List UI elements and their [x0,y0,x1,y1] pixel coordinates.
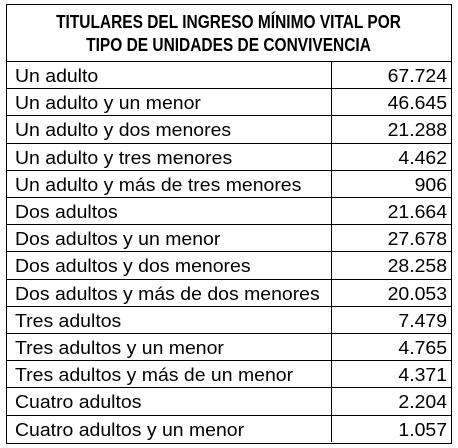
row-label: Dos adultos y más de dos menores [15,283,320,304]
row-label: Tres adultos y más de un menor [15,365,294,386]
table-header: TITULARES DEL INGRESO MÍNIMO VITAL POR T… [7,5,451,62]
row-label: Dos adultos y un menor [15,229,221,250]
row-value: 28.258 [387,256,447,277]
row-value: 4.462 [398,147,447,168]
row-value: 67.724 [387,66,447,86]
row-value: 27.678 [387,229,447,250]
table-row: Tres adultos y más de un menor 4.371 [7,361,451,389]
label-cell: Dos adultos y un menor [7,225,332,252]
value-cell: 4.765 [332,334,451,360]
value-cell: 28.258 [332,252,451,278]
row-value: 21.288 [387,120,447,141]
row-value: 4.765 [398,338,447,358]
row-label: Dos adultos [15,202,118,222]
title-text: TITULARES DEL INGRESO MÍNIMO VITAL POR [56,12,402,32]
table-row: Dos adultos y un menor 27.678 [7,225,451,253]
value-cell: 1.057 [332,416,451,442]
row-label: Un adulto y un menor [15,93,201,114]
label-cell: Un adulto [7,62,332,89]
label-cell: Cuatro adultos [7,388,332,415]
label-cell: Tres adultos [7,306,332,333]
row-label: Un adulto y más de tres menores [15,174,302,195]
value-cell: 21.664 [332,198,451,224]
value-cell: 27.678 [332,225,451,251]
value-cell: 4.462 [332,144,451,170]
label-cell: Dos adultos y más de dos menores [7,279,332,306]
table-row: Tres adultos 7.479 [7,306,451,334]
value-cell: 4.371 [332,361,451,387]
table-row: Un adulto 67.724 [7,62,451,90]
row-value: 2.204 [398,392,447,413]
value-cell: 67.724 [332,62,451,88]
row-label: Un adulto [15,66,99,86]
row-label: Dos adultos y dos menores [15,256,251,277]
row-value: 1.057 [398,419,447,440]
value-cell: 2.204 [332,388,451,414]
table-row: Dos adultos 21.664 [7,198,451,226]
table-row: Un adulto y dos menores 21.288 [7,116,451,144]
label-cell: Un adulto y un menor [7,89,332,116]
row-value: 4.371 [398,365,447,386]
row-label: Tres adultos [15,310,122,331]
row-label: Cuatro adultos y un menor [15,419,245,440]
row-label: Un adulto y dos menores [15,120,232,141]
value-cell: 7.479 [332,307,451,333]
row-value: 906 [414,174,447,195]
label-cell: Un adulto y más de tres menores [7,170,332,197]
label-cell: Dos adultos y dos menores [7,252,332,279]
table-row: Un adulto y más de tres menores 906 [7,170,451,198]
table-row: Tres adultos y un menor 4.765 [7,334,451,362]
value-cell: 906 [332,171,451,197]
value-cell: 46.645 [332,89,451,115]
row-label: Un adulto y tres menores [15,147,233,168]
row-value: 46.645 [387,93,447,114]
title-line: TIPO DE UNIDADES DE CONVIVENCIA [7,34,451,56]
label-cell: Tres adultos y más de un menor [7,361,332,388]
table-row: Un adulto y tres menores 4.462 [7,143,451,171]
table-row: Un adulto y un menor 46.645 [7,89,451,117]
table-row: Dos adultos y más de dos menores 20.053 [7,279,451,307]
table-row: Cuatro adultos y un menor 1.057 [7,415,451,442]
row-label: Tres adultos y un menor [15,338,224,358]
label-cell: Un adulto y dos menores [7,116,332,143]
row-label: Cuatro adultos [15,392,142,413]
table-row: Dos adultos y dos menores 28.258 [7,252,451,280]
title-line: TITULARES DEL INGRESO MÍNIMO VITAL POR [7,11,451,33]
row-value: 21.664 [387,202,447,222]
label-cell: Tres adultos y un menor [7,334,332,361]
label-cell: Dos adultos [7,198,332,225]
table-row: Cuatro adultos 2.204 [7,388,451,416]
label-cell: Cuatro adultos y un menor [7,415,332,442]
label-cell: Un adulto y tres menores [7,143,332,170]
row-value: 20.053 [387,283,447,304]
title-text: TIPO DE UNIDADES DE CONVIVENCIA [86,35,372,55]
value-cell: 20.053 [332,280,451,306]
value-cell: 21.288 [332,116,451,142]
table: TITULARES DEL INGRESO MÍNIMO VITAL POR T… [6,4,452,444]
row-value: 7.479 [398,310,447,331]
